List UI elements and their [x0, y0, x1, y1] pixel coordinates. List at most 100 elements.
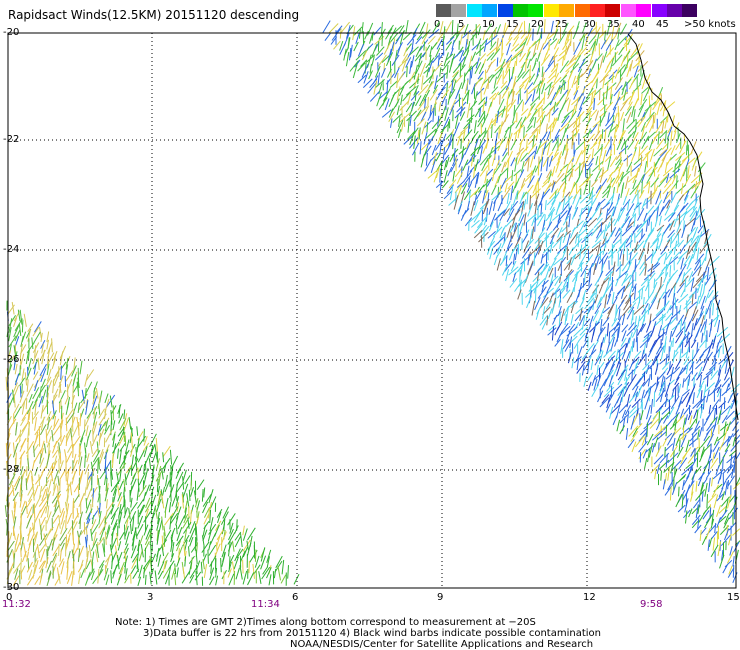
wind-barb	[626, 101, 633, 111]
wind-barb	[105, 444, 110, 454]
wind-barb	[513, 169, 522, 177]
wind-barb	[440, 161, 443, 177]
wind-barb	[9, 357, 12, 371]
latitude-label: -22	[3, 134, 20, 145]
wind-barb	[208, 523, 217, 535]
wind-barb	[470, 220, 480, 228]
wind-barb	[438, 102, 441, 112]
wind-barb	[111, 431, 116, 441]
wind-barb	[482, 142, 488, 154]
wind-barb	[620, 184, 624, 198]
wind-barb	[434, 75, 438, 90]
wind-barb	[85, 436, 89, 448]
wind-barb	[694, 165, 697, 177]
wind-barb	[503, 208, 510, 217]
wind-barb	[597, 390, 604, 403]
wind-barb	[648, 140, 653, 150]
wind-barb	[626, 161, 633, 173]
wind-barb	[154, 507, 158, 519]
wind-barb	[593, 130, 601, 141]
wind-barb	[611, 328, 618, 337]
wind-barb	[117, 448, 119, 459]
wind-barb	[706, 389, 710, 403]
wind-barb	[12, 491, 19, 502]
wind-barb	[546, 194, 557, 206]
wind-barb	[532, 89, 536, 102]
wind-barb	[512, 110, 517, 124]
wind-barb	[697, 366, 703, 377]
wind-barb	[434, 62, 442, 72]
wind-barb	[604, 61, 611, 73]
wind-barb	[484, 170, 488, 184]
wind-barb	[40, 405, 44, 419]
wind-barb	[170, 553, 175, 563]
wind-barb	[681, 389, 690, 397]
wind-barb	[715, 342, 719, 354]
wind-barb	[459, 50, 465, 62]
legend-swatch	[605, 4, 621, 17]
wind-barb	[482, 30, 486, 41]
wind-barb	[539, 134, 547, 144]
wind-barb	[681, 465, 692, 476]
wind-barb	[712, 399, 720, 409]
wind-barb	[669, 366, 674, 382]
wind-barb	[509, 278, 518, 288]
wind-barb	[652, 158, 660, 172]
wind-barb	[691, 160, 696, 171]
wind-barb	[536, 40, 540, 51]
wind-barb	[626, 111, 632, 123]
wind-barb	[672, 349, 676, 363]
wind-barb	[345, 51, 350, 67]
wind-barb	[227, 568, 232, 578]
wind-barb	[462, 159, 469, 171]
wind-barb	[77, 536, 80, 551]
wind-barb	[118, 404, 121, 419]
wind-barb	[613, 308, 619, 322]
wind-barb	[510, 43, 520, 52]
wind-barb	[396, 105, 400, 116]
wind-barb	[599, 103, 608, 112]
wind-barb	[64, 395, 69, 405]
wind-barb	[705, 249, 708, 261]
wind-barb	[45, 528, 52, 541]
wind-barb	[40, 548, 46, 562]
wind-barb	[175, 490, 178, 501]
wind-barb	[670, 192, 677, 204]
wind-barb	[452, 79, 457, 91]
wind-barb	[52, 440, 58, 454]
wind-barb	[672, 427, 682, 437]
wind-barb	[546, 221, 553, 231]
wind-barb	[561, 55, 565, 66]
wind-barb	[667, 479, 674, 491]
wind-barb	[690, 232, 697, 243]
wind-barb	[664, 281, 669, 293]
wind-barb	[477, 70, 484, 80]
wind-barb	[631, 105, 635, 118]
wind-barb	[21, 383, 23, 394]
wind-barb	[654, 426, 666, 437]
wind-barb	[41, 378, 46, 388]
wind-barb	[713, 494, 719, 509]
wind-barb	[553, 257, 563, 266]
wind-barb	[79, 360, 83, 375]
wind-barb	[678, 486, 680, 497]
wind-barb	[601, 149, 607, 165]
wind-barb	[615, 264, 623, 272]
wind-barb	[32, 557, 38, 568]
wind-barb	[662, 167, 674, 177]
wind-barb	[485, 178, 488, 194]
wind-barb	[707, 539, 710, 551]
wind-barb	[151, 466, 155, 479]
wind-barb	[630, 415, 636, 430]
wind-barb	[85, 381, 93, 394]
wind-barb	[584, 297, 595, 310]
wind-barb	[728, 521, 737, 531]
wind-barb	[486, 168, 494, 177]
wind-barb	[26, 561, 33, 573]
wind-barb	[608, 392, 615, 403]
wind-barb	[579, 207, 583, 221]
wind-barb	[603, 386, 615, 398]
wind-barb	[335, 25, 343, 34]
wind-barb	[690, 339, 697, 349]
wind-barb	[398, 116, 401, 127]
